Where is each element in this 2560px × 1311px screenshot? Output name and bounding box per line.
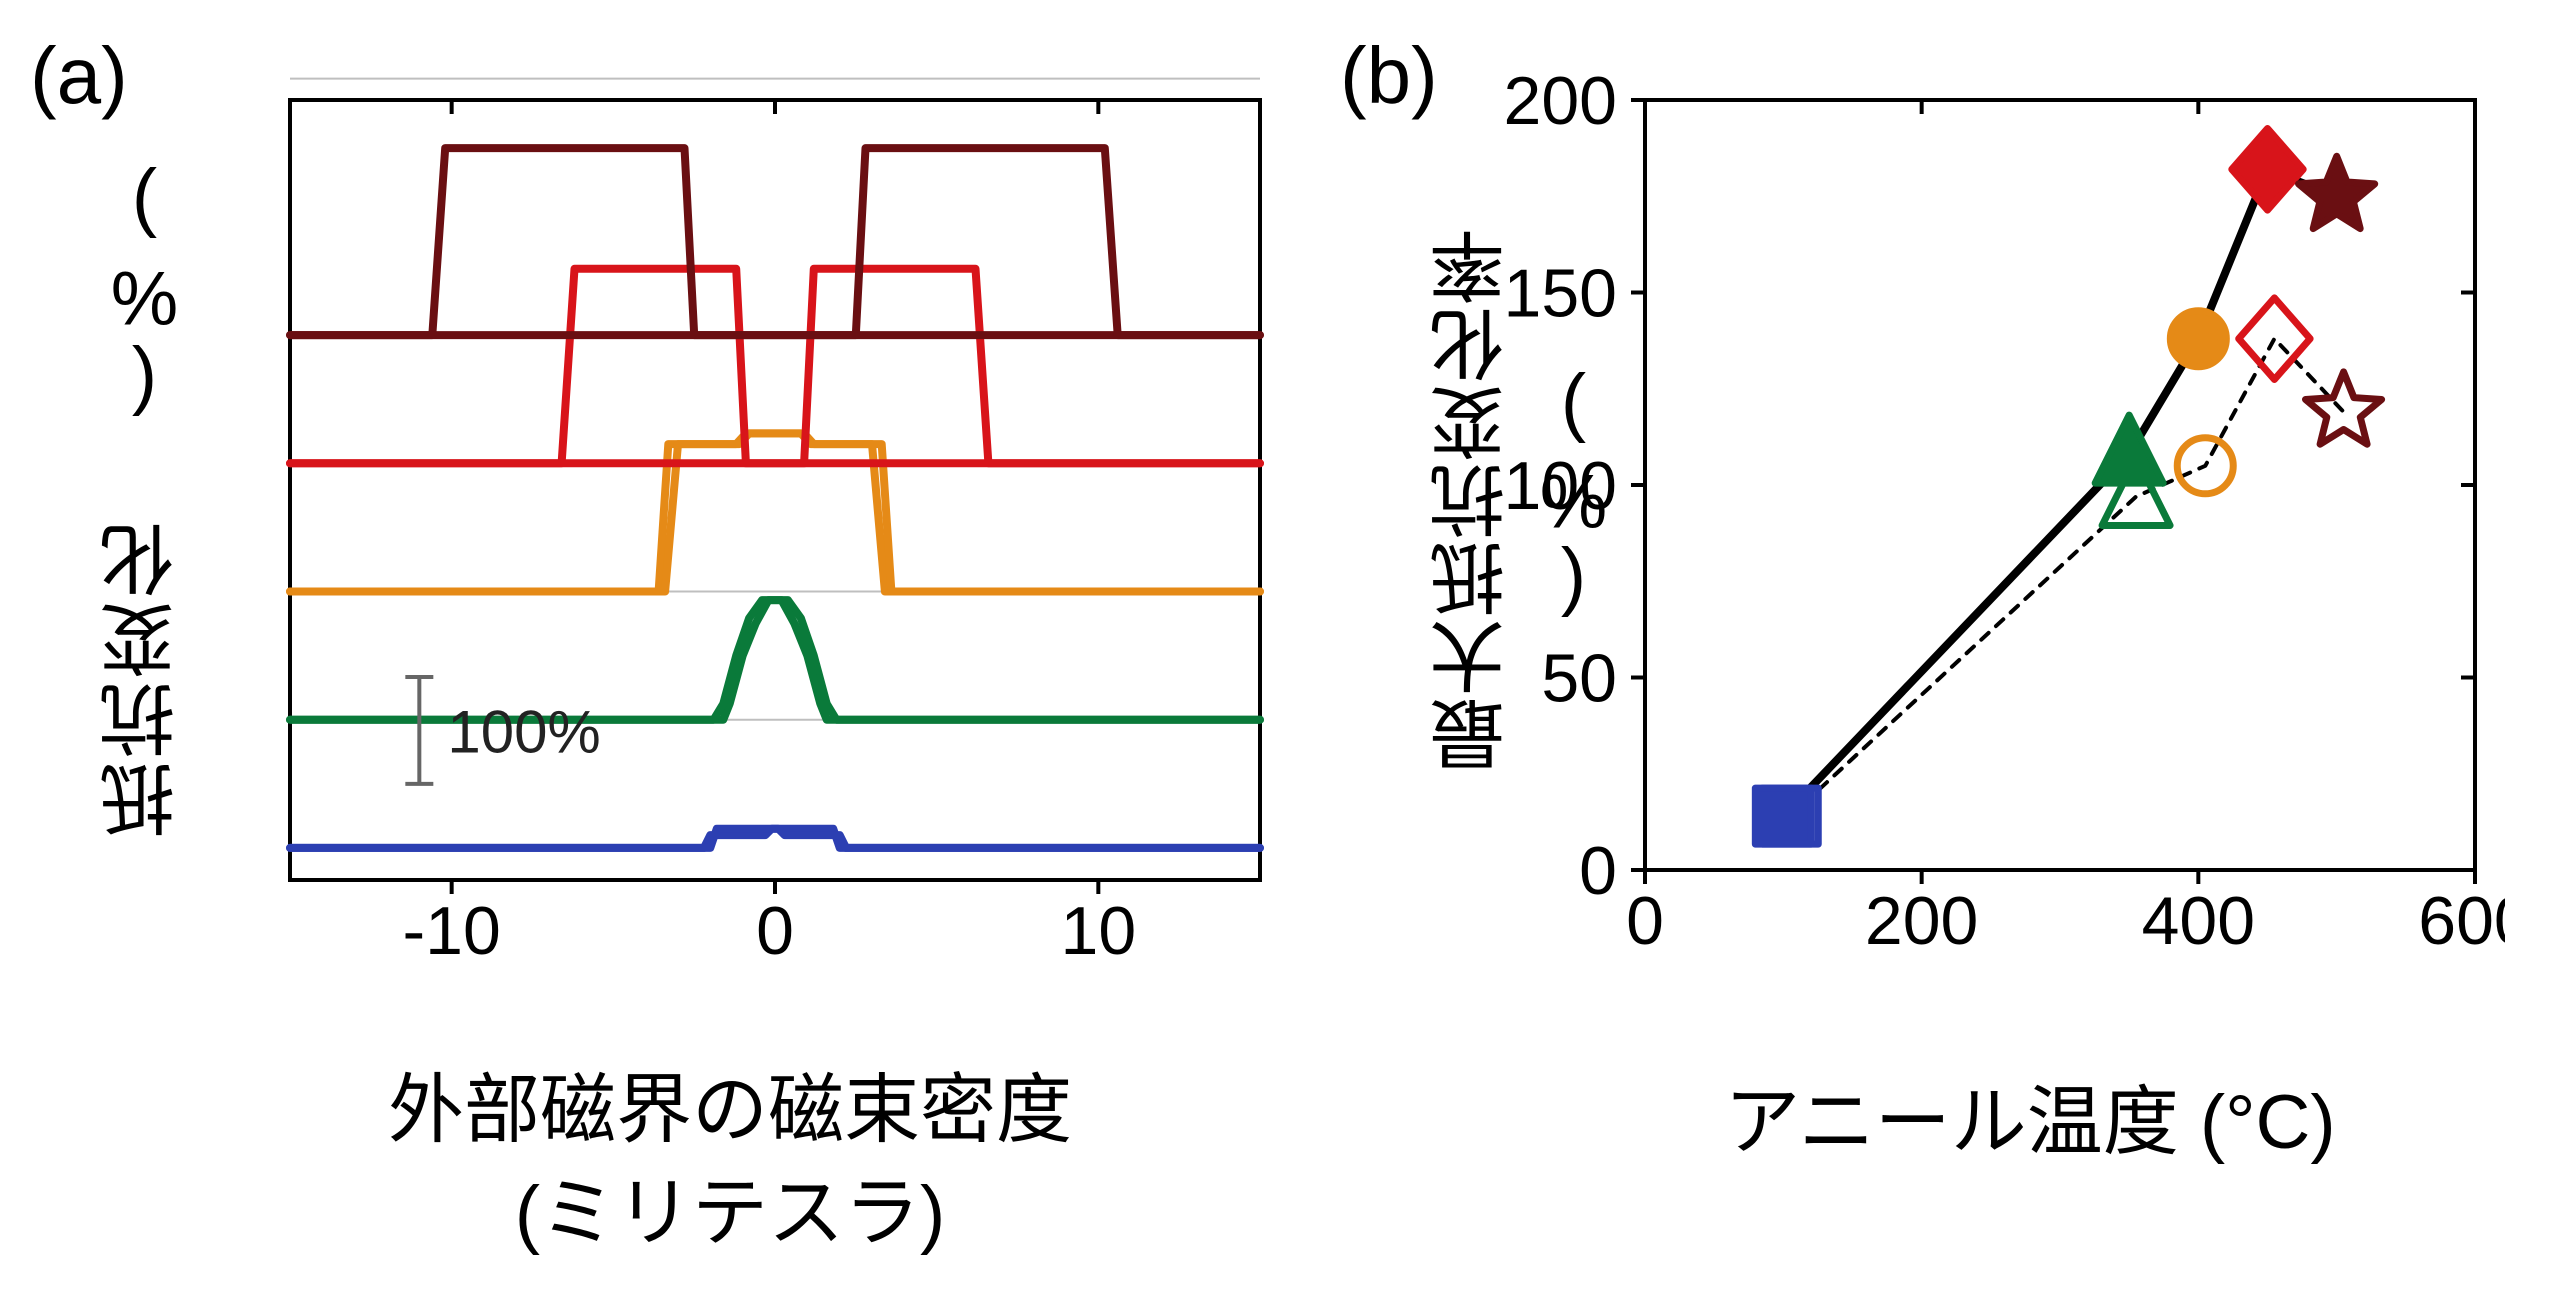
panel-a-chart: -10 0 10 100% xyxy=(170,60,1290,970)
svg-text:10: 10 xyxy=(1061,893,1137,969)
panel-a-xlabel-line2: (ミリテスラ) xyxy=(170,1163,1290,1266)
panel-b-chart: 0200400600050100150200 xyxy=(1505,60,2505,960)
panel-a-ylabel-text: 抵抗変化 (%) xyxy=(102,162,187,838)
svg-text:0: 0 xyxy=(756,893,794,969)
panel-b-ylabel-text: 最大抵抗変化率 (%) xyxy=(1432,227,1616,773)
svg-text:0: 0 xyxy=(1626,883,1664,959)
panel-b-xlabel-text: アニール温度 (°C) xyxy=(1724,1080,2336,1165)
svg-text:100%: 100% xyxy=(447,698,600,765)
panel-a-label: (a) xyxy=(30,30,128,122)
svg-text:-10: -10 xyxy=(403,893,501,969)
panel-a-xlabel-line1: 外部磁界の磁束密度 xyxy=(170,1060,1290,1163)
svg-text:400: 400 xyxy=(2142,883,2255,959)
svg-text:600: 600 xyxy=(2418,883,2505,959)
svg-text:200: 200 xyxy=(1865,883,1978,959)
panel-b-ylabel: 最大抵抗変化率 (%) xyxy=(1420,100,1617,900)
panel-a-label-text: (a) xyxy=(30,31,128,120)
panel-b-xlabel: アニール温度 (°C) xyxy=(1580,1060,2480,1170)
panel-a-xlabel: 外部磁界の磁束密度 (ミリテスラ) xyxy=(170,1060,1290,1265)
panel-a-ylabel: 抵抗変化 (%) xyxy=(90,130,200,870)
figure-container: (a) (b) -10010100% 抵抗変化 (%) 外部磁界の磁束密度 (ミ… xyxy=(0,0,2560,1311)
